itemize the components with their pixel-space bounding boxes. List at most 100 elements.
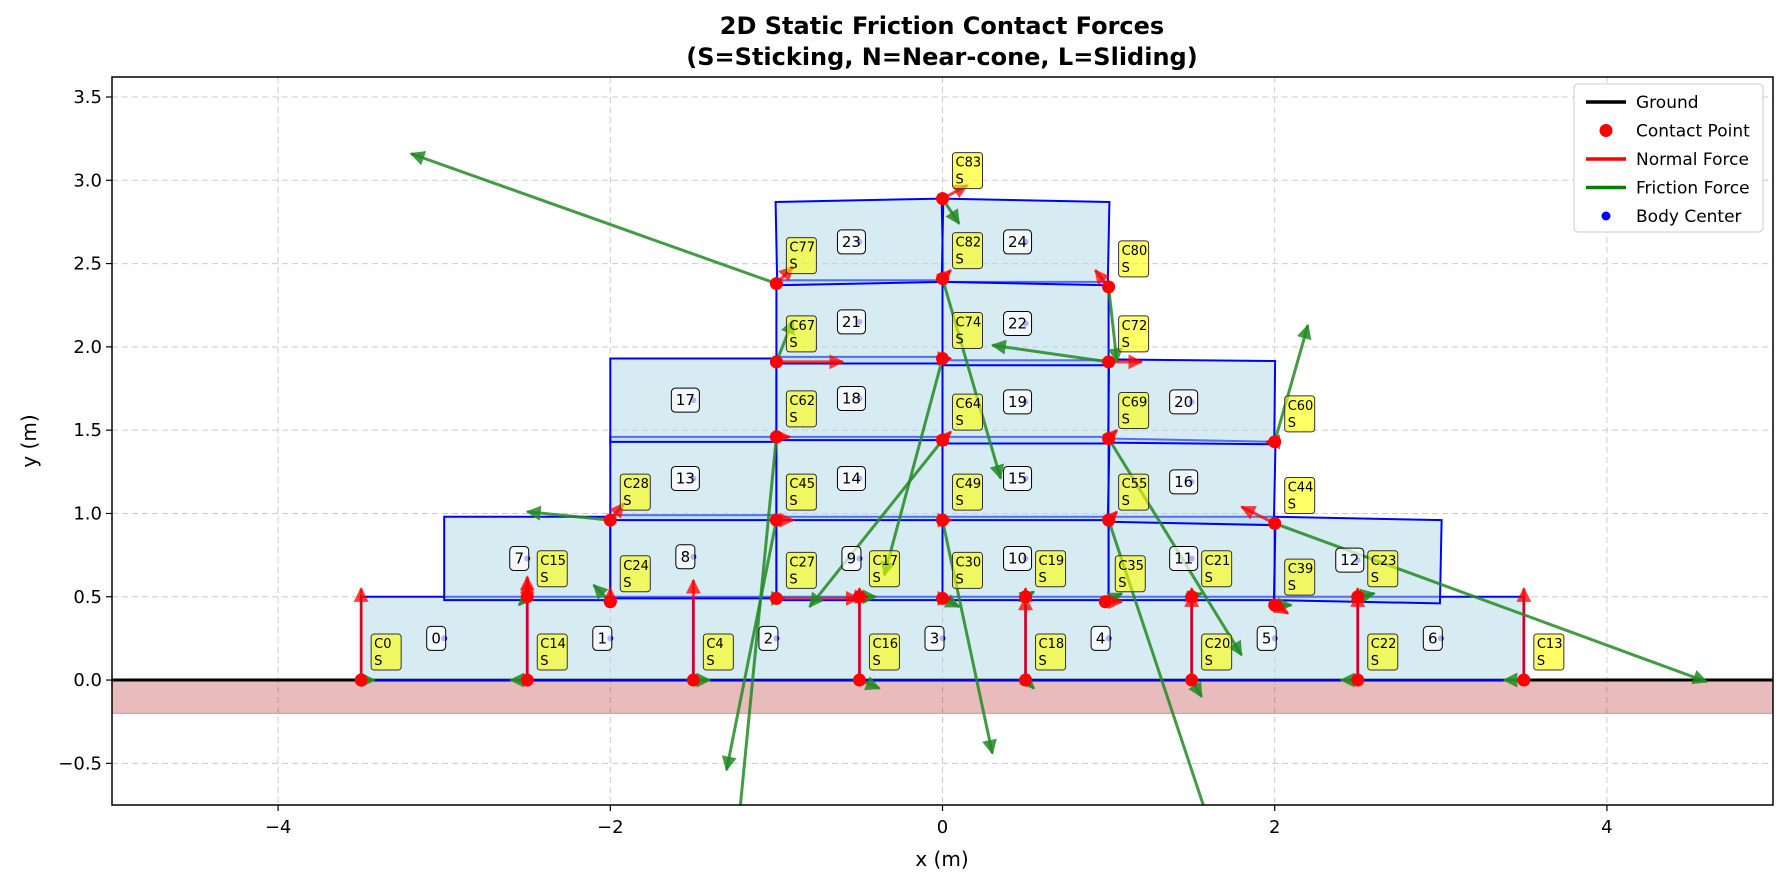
body-label-box-9 bbox=[841, 545, 862, 571]
contact-label-box-C49 bbox=[952, 473, 983, 511]
body-label-18: 18 bbox=[842, 390, 861, 408]
contact-state-C80: S bbox=[1122, 261, 1130, 276]
legend-label: Contact Point bbox=[1636, 122, 1750, 142]
contact-point-C16 bbox=[852, 673, 866, 687]
body-label-2: 2 bbox=[764, 629, 774, 647]
contact-label-C17: C17 bbox=[872, 554, 898, 569]
y-tick-label: 2.0 bbox=[73, 337, 102, 358]
body-label-box-21 bbox=[836, 309, 866, 335]
body-label-box-15 bbox=[1003, 465, 1033, 491]
contact-point-C77 bbox=[769, 277, 783, 291]
contact-label-box-C27 bbox=[785, 551, 817, 589]
friction-force-C60 bbox=[1273, 323, 1312, 443]
contact-point-C82 bbox=[936, 272, 949, 286]
contact-label-box-C39 bbox=[1284, 558, 1316, 596]
body-label-box-22 bbox=[1003, 311, 1033, 337]
body-label-0: 0 bbox=[431, 629, 441, 647]
contact-label-C15: C15 bbox=[540, 554, 566, 569]
contact-label-box-C74 bbox=[952, 312, 983, 350]
contact-state-C19: S bbox=[1039, 571, 1047, 586]
friction-force-C74 bbox=[880, 358, 944, 577]
contact-label-box-C15 bbox=[536, 550, 568, 588]
contact-label-C74: C74 bbox=[956, 316, 982, 331]
contact-label-box-C14 bbox=[536, 633, 568, 671]
contact-label-box-C28 bbox=[619, 473, 651, 511]
body-label-19: 19 bbox=[1008, 393, 1027, 411]
contact-state-C4: S bbox=[706, 654, 714, 669]
contact-state-C23: S bbox=[1371, 571, 1379, 586]
contact-label-box-C20 bbox=[1201, 633, 1233, 671]
contact-state-C72: S bbox=[1122, 336, 1130, 351]
friction-force-C80 bbox=[1107, 286, 1123, 364]
contact-label-C83: C83 bbox=[956, 156, 982, 171]
body-label-3: 3 bbox=[930, 629, 940, 647]
contact-label-box-C44 bbox=[1284, 476, 1316, 514]
body-label-box-0 bbox=[426, 625, 447, 651]
contact-point-C62 bbox=[769, 430, 783, 444]
contact-label-C16: C16 bbox=[872, 637, 898, 652]
contact-label-box-C72 bbox=[1118, 315, 1150, 353]
contact-label-C30: C30 bbox=[956, 555, 982, 570]
contact-state-C67: S bbox=[789, 336, 797, 351]
contact-label-C39: C39 bbox=[1288, 562, 1314, 577]
contact-state-C22: S bbox=[1371, 654, 1379, 669]
body-label-4: 4 bbox=[1096, 629, 1106, 647]
contact-label-box-C77 bbox=[785, 237, 817, 275]
contact-label-box-C80 bbox=[1118, 240, 1150, 278]
contact-point-C28 bbox=[603, 513, 617, 527]
contact-point-C60 bbox=[1268, 435, 1282, 449]
x-tick-label: 4 bbox=[1601, 817, 1612, 838]
contact-label-box-C64 bbox=[952, 393, 983, 431]
contact-label-box-C35 bbox=[1114, 555, 1146, 593]
legend: Ground Contact Point Normal Force Friction … bbox=[1573, 83, 1764, 233]
contact-point-C18 bbox=[1019, 673, 1033, 687]
contact-point-C67 bbox=[769, 355, 783, 369]
contact-state-C35: S bbox=[1118, 576, 1126, 591]
contact-label-C23: C23 bbox=[1371, 554, 1397, 569]
contact-state-C83: S bbox=[956, 173, 964, 188]
contact-label-C20: C20 bbox=[1205, 637, 1231, 652]
body-label-21: 21 bbox=[842, 313, 861, 331]
body-label-24: 24 bbox=[1008, 233, 1027, 251]
friction-force-C62 bbox=[738, 436, 778, 805]
contact-point-C24 bbox=[603, 595, 617, 609]
legend-label: Ground bbox=[1636, 93, 1699, 113]
body-label-22: 22 bbox=[1008, 315, 1027, 333]
legend-swatch-dot bbox=[1601, 211, 1611, 221]
body-label-box-12 bbox=[1335, 547, 1365, 573]
y-tick-label: −0.5 bbox=[58, 753, 102, 774]
contact-point-C72 bbox=[1102, 355, 1116, 369]
contact-state-C62: S bbox=[789, 411, 797, 426]
body-label-13: 13 bbox=[676, 469, 695, 487]
chart-title-line2: (S=Sticking, N=Near-cone, L=Sliding) bbox=[686, 43, 1197, 71]
x-axis: −4 −2 0 2 4 bbox=[265, 805, 1613, 838]
contact-point-C13 bbox=[1517, 673, 1531, 687]
contact-label-box-C0 bbox=[370, 633, 402, 671]
contact-label-box-C21 bbox=[1201, 550, 1233, 588]
contact-label-box-C13 bbox=[1533, 633, 1565, 671]
body-label-box-14 bbox=[836, 465, 866, 491]
contact-label-C24: C24 bbox=[623, 559, 649, 574]
body-label-23: 23 bbox=[842, 233, 861, 251]
contact-label-box-C55 bbox=[1118, 473, 1150, 511]
friction-force-C49 bbox=[941, 519, 997, 755]
legend-swatch-marker bbox=[1599, 124, 1613, 137]
legend-label: Friction Force bbox=[1636, 179, 1750, 199]
contact-point-C64 bbox=[936, 433, 949, 447]
body-label-box-11 bbox=[1169, 545, 1199, 571]
contact-point-C44 bbox=[1268, 516, 1282, 530]
contact-label-C4: C4 bbox=[706, 637, 723, 652]
friction-force-C45 bbox=[721, 519, 778, 772]
contact-label-C55: C55 bbox=[1122, 477, 1148, 492]
y-tick-label: 1.0 bbox=[73, 503, 102, 524]
contact-state-C44: S bbox=[1288, 497, 1296, 512]
contact-state-C14: S bbox=[540, 654, 548, 669]
contact-point-C15 bbox=[520, 590, 534, 604]
contact-label-C27: C27 bbox=[789, 555, 815, 570]
contact-state-C55: S bbox=[1122, 494, 1130, 509]
body-label-20: 20 bbox=[1174, 393, 1193, 411]
contact-label-C21: C21 bbox=[1205, 554, 1231, 569]
contact-state-C18: S bbox=[1039, 654, 1047, 669]
body-label-17: 17 bbox=[676, 391, 695, 409]
